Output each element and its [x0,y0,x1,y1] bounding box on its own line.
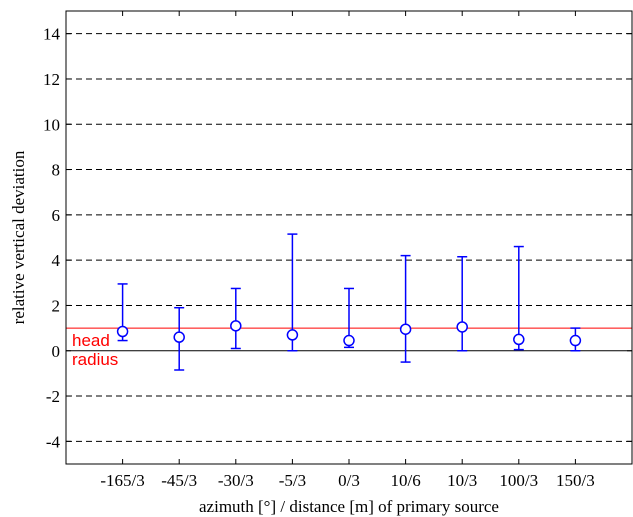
mean-marker [116,325,129,338]
y-tick-label: -2 [46,387,60,406]
x-tick-label: 150/3 [556,471,595,490]
error-bar-point [230,287,242,350]
mean-marker [399,323,412,335]
mean-marker [456,321,468,333]
y-axis-label: relative vertical deviation [9,150,28,324]
error-bar-point [343,287,355,349]
y-tick-label: 10 [43,115,60,134]
data-series [116,233,582,371]
error-bar-point [286,233,299,352]
y-tick-label: 2 [52,296,61,315]
error-bar-point [173,306,185,371]
head-radius-label-line2: radius [72,350,118,369]
mean-marker [230,320,242,332]
mean-marker [286,329,299,341]
error-bar-point [513,245,525,351]
x-axis-ticks: -165/3 -45/3 -30/3 -5/3 0/3 10/6 10/3 100/3 150/… [100,11,595,490]
error-bar-point [569,327,582,352]
y-axis-ticks: -4 -2 0 2 4 6 8 10 12 14 [43,25,632,451]
x-tick-label: -30/3 [218,471,254,490]
mean-marker [513,333,525,346]
y-tick-label: -4 [46,432,61,451]
y-tick-label: 14 [43,25,61,44]
grid [66,33,632,442]
y-tick-label: 4 [52,251,61,270]
head-radius-label-line1: head [72,331,110,350]
error-bar-point [399,254,412,363]
x-axis-label: azimuth [°] / distance [m] of primary so… [199,497,499,516]
mean-marker [569,334,582,347]
y-tick-label: 6 [52,206,61,225]
x-tick-label: -5/3 [279,471,306,490]
x-tick-label: 0/3 [338,471,360,490]
y-tick-label: 12 [43,70,60,89]
mean-marker [343,334,355,347]
y-tick-label: 8 [52,161,61,180]
y-tick-label: 0 [52,342,61,361]
x-tick-label: 100/3 [499,471,538,490]
mean-marker [173,331,185,343]
error-bar-point [116,283,129,342]
x-tick-label: -165/3 [100,471,144,490]
x-tick-label: -45/3 [161,471,197,490]
x-tick-label: 10/3 [447,471,477,490]
error-bar-point [456,256,468,352]
x-tick-label: 10/6 [390,471,420,490]
